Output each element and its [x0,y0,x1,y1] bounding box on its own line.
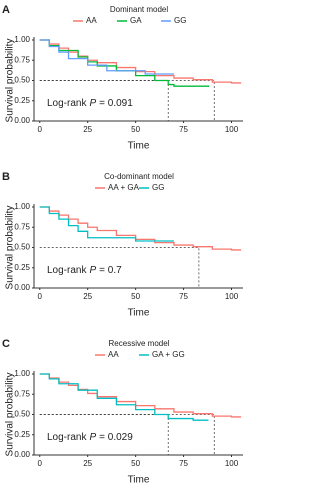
y-tick-label: 0.00 [14,450,30,459]
survival-curve [39,39,210,87]
x-axis-title: Time [128,141,150,152]
median-line [39,414,215,455]
y-tick-label: 0.75 [14,389,30,398]
x-tick-label: 25 [83,125,92,134]
annotation-label: Log-rank [47,432,87,443]
x-tick-label: 25 [83,292,92,301]
legend-label: GA [130,16,142,25]
x-tick-label: 100 [225,125,239,134]
panel-label: B [2,171,10,183]
x-tick-label: 75 [179,459,188,468]
y-axis-title: Survival probability [5,206,16,290]
x-tick-label: 0 [38,459,43,468]
y-tick-label: 0.50 [14,410,30,419]
panel-label: A [2,4,10,16]
annotation: Log-rank P = 0.7 [47,265,122,276]
y-tick-label: 0.00 [14,283,30,292]
y-tick-label: 0.50 [14,243,30,252]
survival-curve [39,373,242,418]
annotation-value: = 0.091 [99,98,133,109]
annotation-stat: P [89,98,96,109]
survival-curve [39,206,174,242]
figure: A Dominant model AA GA GG Survival probabilit… [2,4,243,486]
annotation-label: Log-rank [47,265,87,276]
y-tick-label: 0.25 [14,96,30,105]
legend-label: AA + GA [108,183,140,192]
legend-label: GA + GG [152,350,185,359]
chart-title: Recessive model [109,339,170,348]
y-tick-label: 1.00 [14,35,30,44]
panel-label: C [2,338,10,350]
y-axis-title: Survival probability [5,373,16,457]
annotation-label: Log-rank [47,98,87,109]
annotation-stat: P [89,265,96,276]
median-line [39,247,200,288]
x-tick-label: 75 [179,125,188,134]
survival-curve [39,206,242,251]
y-tick-label: 1.00 [14,369,30,378]
legend-label: AA [86,16,97,25]
annotation-value: = 0.7 [99,265,122,276]
y-tick-label: 0.25 [14,263,30,272]
x-tick-label: 100 [225,459,239,468]
x-tick-label: 100 [225,292,239,301]
x-tick-label: 75 [179,292,188,301]
annotation-stat: P [89,432,96,443]
x-tick-label: 50 [131,292,140,301]
legend-label: AA [108,350,119,359]
x-axis-title: Time [128,475,150,486]
annotation: Log-rank P = 0.029 [47,432,133,443]
survival-curve [39,39,242,84]
legend-label: GG [152,183,164,192]
annotation: Log-rank P = 0.091 [47,98,133,109]
x-tick-label: 0 [38,292,43,301]
x-tick-label: 50 [131,125,140,134]
y-tick-label: 0.75 [14,222,30,231]
survival-curve [39,373,209,421]
legend-label: GG [174,16,186,25]
y-tick-label: 0.50 [14,76,30,85]
y-axis-title: Survival probability [5,39,16,123]
x-axis-title: Time [128,308,150,319]
chart-title: Dominant model [110,5,168,14]
survival-curve [39,39,174,75]
y-tick-label: 0.25 [14,430,30,439]
x-tick-label: 25 [83,459,92,468]
x-tick-label: 50 [131,459,140,468]
y-tick-label: 0.75 [14,55,30,64]
annotation-value: = 0.029 [99,432,133,443]
y-tick-label: 0.00 [14,116,30,125]
y-tick-label: 1.00 [14,202,30,211]
chart-title: Co-dominant model [104,172,174,181]
median-line [39,80,215,121]
x-tick-label: 0 [38,125,43,134]
